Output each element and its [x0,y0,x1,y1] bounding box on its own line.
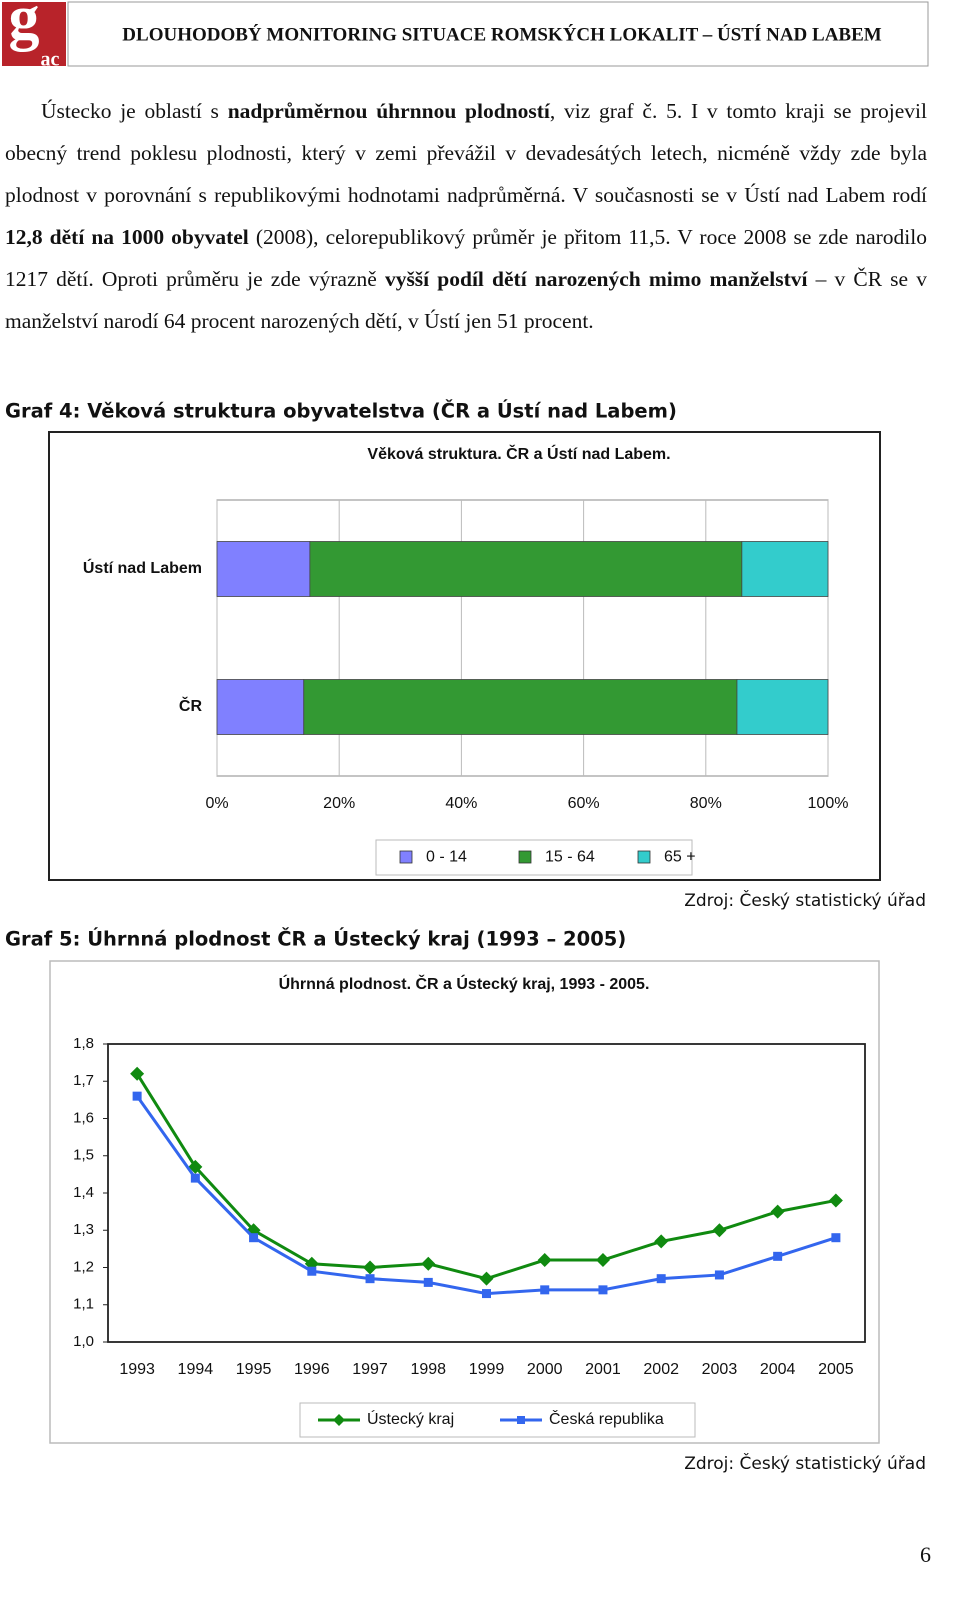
figure-source: Zdroj: Český statistický úřad [684,889,926,911]
point [132,1091,142,1101]
x-tick-label: 1999 [469,1361,505,1378]
point [773,1251,783,1261]
x-tick-label: 1994 [178,1361,214,1378]
paragraph-run: (2008), celorepublikový průměr je přitom… [5,225,927,291]
paragraph-run: , viz graf č. 5. I v tomto kraji se proj… [5,99,927,207]
legend-swatch [518,850,532,864]
bar-segment [216,541,311,597]
legend-swatch [399,850,413,864]
bar-segment [736,679,829,735]
point [307,1266,317,1276]
paragraph-run: vyšší podíl dětí narozených mimo manžels… [384,267,808,291]
y-tick-label: 1,1 [73,1296,94,1313]
x-tick-label: 2004 [760,1361,796,1378]
point [130,1066,145,1081]
logo-box [2,2,66,66]
paragraph-run: – v ČR se v manželství narodí 64 procent… [5,267,927,333]
x-tick-label: 2005 [818,1361,854,1378]
point [365,1274,375,1284]
legend-label: 15 - 64 [545,849,595,866]
point [540,1285,550,1295]
figure-caption: Graf 4: Věková struktura obyvatelstva (Č… [5,399,677,423]
x-tick-label: 1998 [410,1361,446,1378]
x-tick-label: 2000 [527,1361,563,1378]
point [421,1256,436,1271]
bar-segment [309,541,743,597]
page-number: 6 [920,1542,931,1567]
x-tick-label: 2003 [702,1361,738,1378]
header-title: DLOUHODOBÝ MONITORING SITUACE ROMSKÝCH L… [122,23,881,45]
legend-box [299,1402,696,1438]
y-tick-label: 1,4 [73,1184,94,1201]
paragraph: Ústecko je oblastí s nadprůměrnou úhrnno… [5,90,927,342]
header-box [67,1,929,67]
point [423,1277,433,1287]
x-tick-label: 1993 [119,1361,155,1378]
point [537,1253,552,1268]
x-tick-label: 1995 [236,1361,272,1378]
x-tick-label: 1996 [294,1361,330,1378]
x-tick-label: 80% [690,795,722,812]
x-tick-label: 2001 [585,1361,621,1378]
point [656,1274,666,1284]
x-tick-label: 100% [808,795,849,812]
chart-box [49,960,880,1444]
logo-main: g [9,0,40,52]
figure-source: Zdroj: Český statistický úřad [684,1452,926,1474]
y-tick-label: 1,5 [73,1147,94,1164]
y-tick-label: 1,8 [73,1035,94,1052]
point [828,1193,843,1208]
legend-label: 0 - 14 [426,849,467,866]
y-tick-label: Ústí nad Labem [83,558,202,577]
y-tick-label: 1,7 [73,1072,94,1089]
point [831,1233,841,1243]
point [363,1260,378,1275]
legend-label: Česká republika [549,1409,664,1428]
x-tick-label: 1997 [352,1361,388,1378]
x-tick-label: 0% [205,795,228,812]
point [190,1173,200,1183]
x-tick-label: 40% [445,795,477,812]
point [654,1234,669,1249]
point [714,1270,724,1280]
logo-sub: ac [41,49,60,71]
point [598,1285,608,1295]
x-tick-label: 20% [323,795,355,812]
chart-box [48,431,881,881]
point [249,1233,259,1243]
bar-segment [216,679,305,735]
legend-swatch [637,850,651,864]
bar-segment [741,541,829,597]
point [479,1271,494,1286]
y-tick-label: 1,2 [73,1258,94,1275]
x-tick-label: 2002 [643,1361,679,1378]
y-tick-label: 1,6 [73,1109,94,1126]
point [188,1159,203,1174]
legend-label: Ústecký kraj [367,1409,454,1428]
x-tick-label: 60% [568,795,600,812]
legend-marker [333,1414,345,1426]
legend-label: 65 + [664,849,696,866]
paragraph-run: Ústecko je oblastí s [41,99,228,123]
y-tick-label: 1,0 [73,1333,94,1350]
figure-caption: Graf 5: Úhrnná plodnost ČR a Ústecký kra… [5,927,626,951]
paragraph-run: nadprůměrnou úhrnnou plodností [227,99,550,123]
bar-segment [303,679,738,735]
point [595,1253,610,1268]
point [770,1204,785,1219]
y-tick-label: ČR [179,696,203,715]
y-tick-label: 1,3 [73,1221,94,1238]
chart-title: Úhrnná plodnost. ČR a Ústecký kraj, 1993… [279,974,650,993]
paragraph-run: 12,8 dětí na 1000 obyvatel [5,225,249,249]
point [712,1223,727,1238]
point [482,1289,491,1299]
chart-title: Věková struktura. ČR a Ústí nad Labem. [367,444,670,463]
legend-marker [517,1416,525,1424]
